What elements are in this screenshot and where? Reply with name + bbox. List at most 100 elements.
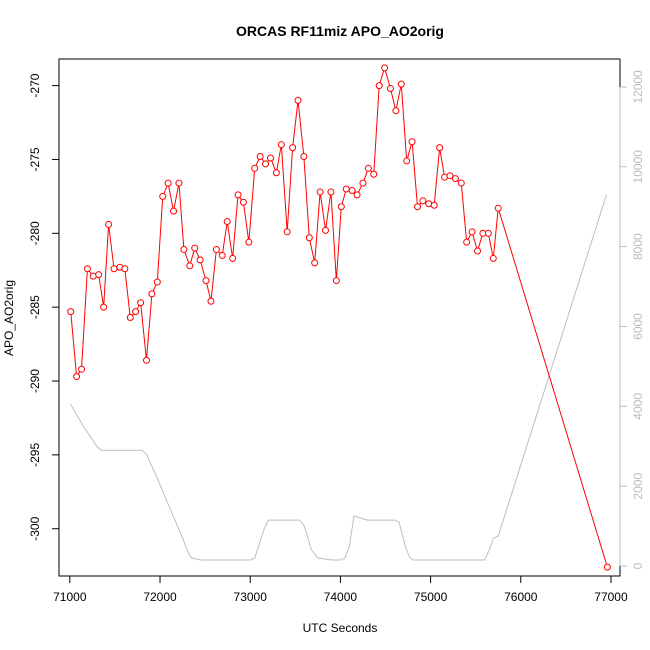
primary-series-point bbox=[446, 172, 454, 180]
primary-series-line bbox=[70, 66, 608, 568]
primary-series-point bbox=[73, 373, 81, 381]
y-axis: -300 -295 -290 -285 -280 -275 -270 bbox=[28, 73, 60, 541]
primary-series-point bbox=[100, 303, 108, 311]
plot-frame bbox=[58, 58, 621, 577]
primary-series-point bbox=[267, 154, 275, 162]
y2-tick-label: 2000 bbox=[631, 473, 645, 500]
primary-series-point bbox=[403, 157, 411, 165]
primary-series-point bbox=[78, 365, 86, 373]
primary-series-point bbox=[451, 175, 459, 183]
y2-tick-label: 4000 bbox=[631, 393, 645, 420]
primary-series-point bbox=[153, 278, 161, 286]
primary-series-point bbox=[164, 179, 172, 187]
primary-series-point bbox=[419, 197, 427, 205]
primary-series-point bbox=[337, 203, 345, 211]
primary-series-point bbox=[381, 64, 389, 72]
primary-series-point bbox=[110, 265, 118, 273]
primary-series-point bbox=[170, 207, 178, 215]
y2-tick-label: 6000 bbox=[631, 313, 645, 340]
primary-series-point bbox=[353, 191, 361, 199]
primary-series-point bbox=[289, 144, 297, 152]
primary-series-point bbox=[489, 254, 497, 262]
primary-series-point bbox=[142, 356, 150, 364]
primary-series-point bbox=[175, 179, 183, 187]
x-tick-label: 76000 bbox=[504, 590, 538, 604]
primary-series-point bbox=[159, 192, 167, 200]
primary-series-point bbox=[277, 141, 285, 149]
primary-series-point bbox=[239, 198, 247, 206]
x-tick-label: 74000 bbox=[324, 590, 358, 604]
y-tick-label: -275 bbox=[28, 147, 42, 171]
primary-series-point bbox=[463, 238, 471, 246]
primary-series-point bbox=[468, 228, 476, 236]
y2-tick-label: 8000 bbox=[631, 233, 645, 260]
primary-series-point bbox=[105, 220, 113, 228]
primary-series-point bbox=[229, 254, 237, 262]
secondary-series-group bbox=[70, 194, 607, 561]
primary-series-point bbox=[348, 186, 356, 194]
x-axis-label: UTC Seconds bbox=[303, 621, 378, 635]
x-tick-label: 72000 bbox=[143, 590, 177, 604]
primary-series-point bbox=[305, 234, 313, 242]
y2-tick-label: 12000 bbox=[631, 70, 645, 104]
primary-series-point bbox=[322, 226, 330, 234]
y-tick-label: -295 bbox=[28, 443, 42, 467]
primary-series-point bbox=[132, 308, 140, 316]
primary-series-point bbox=[603, 563, 611, 571]
y-tick-label: -290 bbox=[28, 369, 42, 393]
primary-series-group bbox=[67, 64, 611, 571]
primary-series-point bbox=[234, 191, 242, 199]
y-tick-label: -270 bbox=[28, 73, 42, 97]
primary-series-point bbox=[370, 170, 378, 178]
x-tick-label: 71000 bbox=[53, 590, 87, 604]
primary-series-point bbox=[359, 179, 367, 187]
primary-series-point bbox=[300, 152, 308, 160]
primary-series-point bbox=[262, 160, 270, 168]
y2-tick-label: 0 bbox=[631, 562, 645, 569]
primary-series-point bbox=[245, 238, 253, 246]
primary-series-point bbox=[414, 203, 422, 211]
y2-tick-label: 10000 bbox=[631, 150, 645, 184]
primary-series-point bbox=[223, 217, 231, 225]
primary-series-point bbox=[137, 299, 145, 307]
x-axis: 71000 72000 73000 74000 75000 76000 77000 bbox=[53, 575, 628, 604]
x-tick-label: 75000 bbox=[414, 590, 448, 604]
y-tick-label: -285 bbox=[28, 295, 42, 319]
primary-series-point bbox=[436, 144, 444, 152]
primary-series-point bbox=[256, 152, 264, 160]
primary-series-point bbox=[67, 308, 75, 316]
primary-series-point bbox=[342, 185, 350, 193]
primary-series-point bbox=[121, 265, 129, 273]
primary-series-point bbox=[457, 179, 465, 187]
primary-series-point bbox=[484, 229, 492, 237]
primary-series-point bbox=[473, 247, 481, 255]
primary-series-point bbox=[316, 188, 324, 196]
primary-series-point bbox=[218, 251, 226, 259]
primary-series-point bbox=[148, 290, 156, 298]
primary-series-point bbox=[332, 277, 340, 285]
primary-series-point bbox=[364, 164, 372, 172]
x-tick-label: 73000 bbox=[234, 590, 268, 604]
primary-series-point bbox=[126, 314, 134, 321]
primary-series-point bbox=[180, 246, 188, 254]
primary-series-point bbox=[191, 244, 199, 252]
y-axis-label: APO_AO2orig bbox=[2, 280, 16, 356]
primary-series-point bbox=[283, 228, 291, 236]
primary-series-point bbox=[392, 107, 400, 115]
y-tick-label: -280 bbox=[28, 221, 42, 245]
primary-series-point bbox=[375, 82, 383, 90]
primary-series-point bbox=[494, 204, 502, 212]
primary-series-point bbox=[212, 246, 220, 254]
primary-series-point bbox=[386, 85, 394, 93]
primary-series-point bbox=[294, 96, 302, 104]
primary-series-point bbox=[207, 297, 215, 305]
primary-series-point bbox=[251, 164, 259, 172]
primary-series-point bbox=[196, 256, 204, 264]
primary-series-point bbox=[327, 188, 335, 196]
chart-title: ORCAS RF11miz APO_AO2orig bbox=[236, 23, 444, 39]
primary-series-point bbox=[311, 259, 319, 267]
y-tick-label: -300 bbox=[28, 516, 42, 540]
primary-series-point bbox=[186, 262, 194, 270]
primary-series-point bbox=[397, 80, 405, 88]
